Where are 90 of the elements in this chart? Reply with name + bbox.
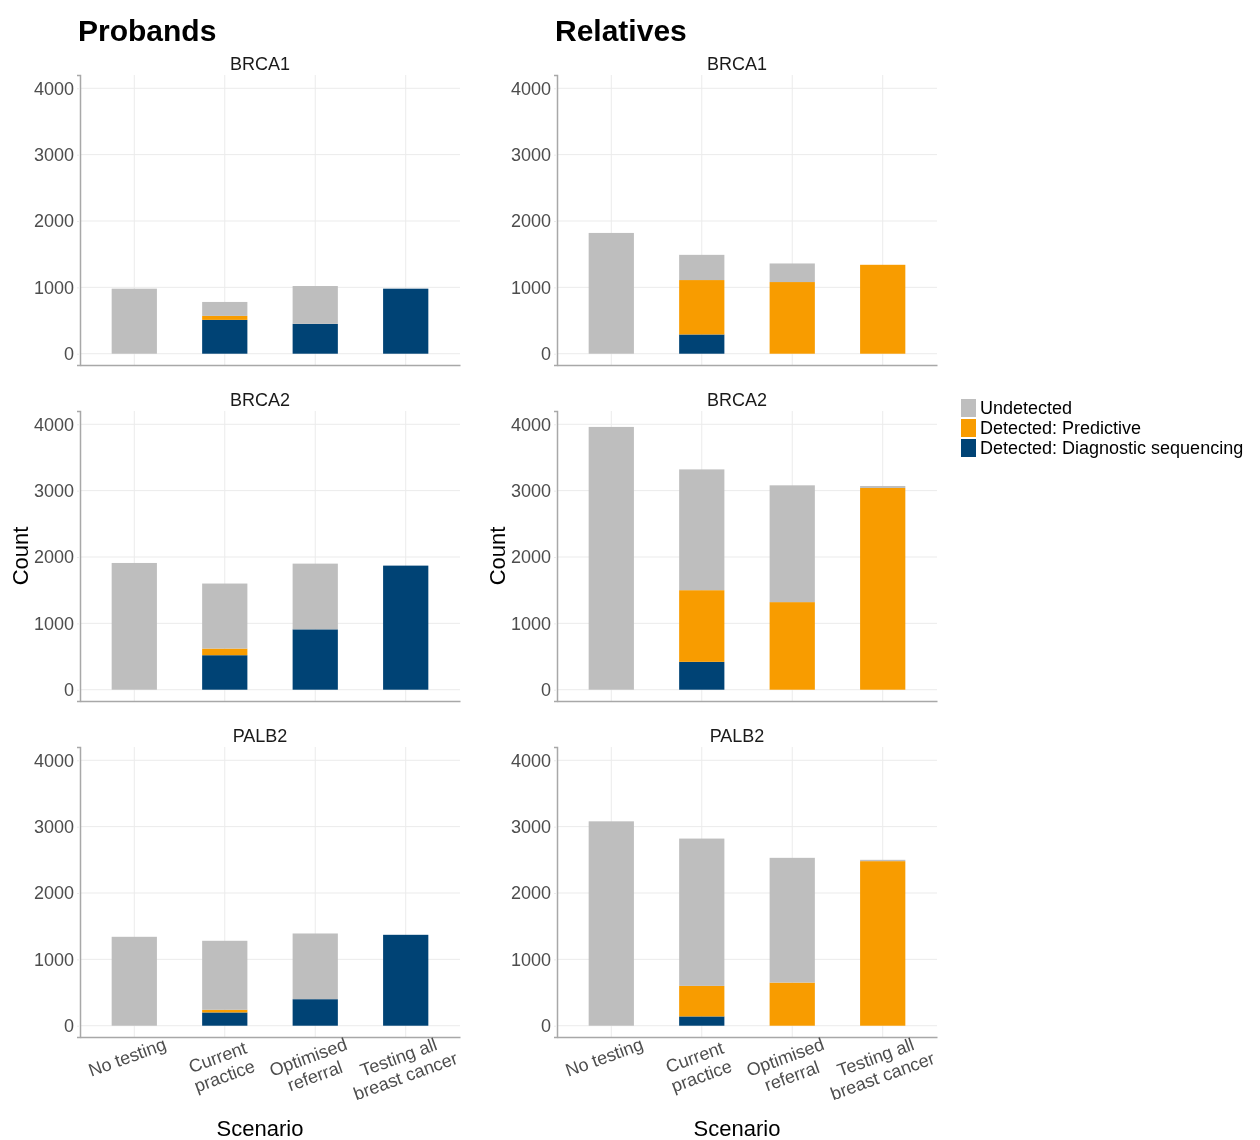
x-axis-title: Scenario (216, 1116, 304, 1140)
y-tick-label: 3000 (33, 144, 74, 165)
bar (292, 323, 338, 354)
bar (588, 426, 634, 690)
y-tick-label: 4000 (33, 414, 74, 435)
y-tick-label: 4000 (510, 750, 551, 771)
bar (769, 602, 815, 690)
bar (383, 288, 429, 354)
y-tick-label: 0 (540, 1015, 551, 1036)
y-tick-label: 1000 (33, 277, 74, 298)
legend-label: Detected: Diagnostic sequencing (980, 438, 1244, 458)
bar (769, 282, 815, 354)
y-tick-label: 2000 (33, 211, 74, 232)
y-tick-label: 0 (540, 679, 551, 700)
y-tick-label: 2000 (510, 883, 551, 904)
y-tick-label: 0 (540, 343, 551, 364)
y-tick-label: 3000 (510, 480, 551, 501)
x-tick-label: No testing (85, 1034, 169, 1081)
y-tick-label: 3000 (510, 816, 551, 837)
y-tick-label: 4000 (510, 78, 551, 99)
bar (860, 487, 906, 690)
bar (679, 838, 725, 986)
bar (769, 263, 815, 283)
bar (292, 563, 338, 630)
bar (202, 301, 248, 316)
chart-subtitle: PALB2 (709, 726, 765, 746)
bar (679, 590, 725, 662)
y-tick-label: 2000 (510, 547, 551, 568)
bar (679, 334, 725, 354)
bar (383, 934, 429, 1026)
bar (292, 999, 338, 1026)
y-tick-label: 4000 (33, 78, 74, 99)
y-tick-label: 1000 (33, 949, 74, 970)
y-tick-label: 0 (63, 343, 74, 364)
y-tick-label: 1000 (33, 613, 74, 634)
bar (202, 583, 248, 649)
legend-label: Detected: Predictive (980, 418, 1142, 438)
chart-title: Relatives (555, 14, 687, 47)
x-tick-label: No testing (562, 1034, 646, 1081)
chart-subtitle: BRCA2 (229, 390, 291, 410)
y-tick-label: 3000 (510, 144, 551, 165)
y-tick-label: 2000 (33, 547, 74, 568)
bar (202, 655, 248, 690)
bar (111, 562, 157, 690)
bar (292, 286, 338, 324)
bar (679, 254, 725, 281)
x-tick-label: Testing all breast cancer (827, 1034, 938, 1105)
bar (769, 485, 815, 603)
bar (202, 315, 248, 320)
bar (588, 821, 634, 1026)
chart-subtitle: PALB2 (232, 726, 288, 746)
bar (202, 940, 248, 1010)
y-tick-label: 1000 (510, 949, 551, 970)
bar (202, 319, 248, 354)
chart-title: Probands (78, 14, 217, 47)
bar (679, 1016, 725, 1026)
bar (679, 985, 725, 1017)
chart-subtitle: BRCA1 (229, 54, 291, 74)
bar (679, 469, 725, 591)
y-tick-label: 1000 (510, 613, 551, 634)
y-tick-label: 2000 (33, 883, 74, 904)
bar (111, 288, 157, 354)
y-axis-title: Count (8, 526, 33, 586)
bar (292, 629, 338, 690)
y-axis-title: Count (485, 526, 510, 586)
legend-label: Undetected (980, 398, 1073, 418)
y-tick-label: 4000 (33, 750, 74, 771)
chart-subtitle: BRCA2 (706, 390, 768, 410)
bar (588, 232, 634, 354)
bar (769, 982, 815, 1026)
bar (292, 933, 338, 1000)
bar (679, 661, 725, 690)
y-tick-label: 4000 (510, 414, 551, 435)
bar (860, 264, 906, 354)
bar (111, 936, 157, 1026)
y-tick-label: 2000 (510, 211, 551, 232)
x-tick-label: Testing all breast cancer (350, 1034, 461, 1105)
bar (202, 648, 248, 656)
bar (679, 280, 725, 335)
y-tick-label: 0 (63, 1015, 74, 1036)
y-tick-label: 1000 (510, 277, 551, 298)
chart-subtitle: BRCA1 (706, 54, 768, 74)
bar (383, 565, 429, 690)
y-tick-label: 0 (63, 679, 74, 700)
bar (202, 1012, 248, 1026)
y-tick-label: 3000 (33, 480, 74, 501)
x-axis-title: Scenario (693, 1116, 781, 1140)
bar (860, 861, 906, 1026)
bar (769, 857, 815, 983)
y-tick-label: 3000 (33, 816, 74, 837)
